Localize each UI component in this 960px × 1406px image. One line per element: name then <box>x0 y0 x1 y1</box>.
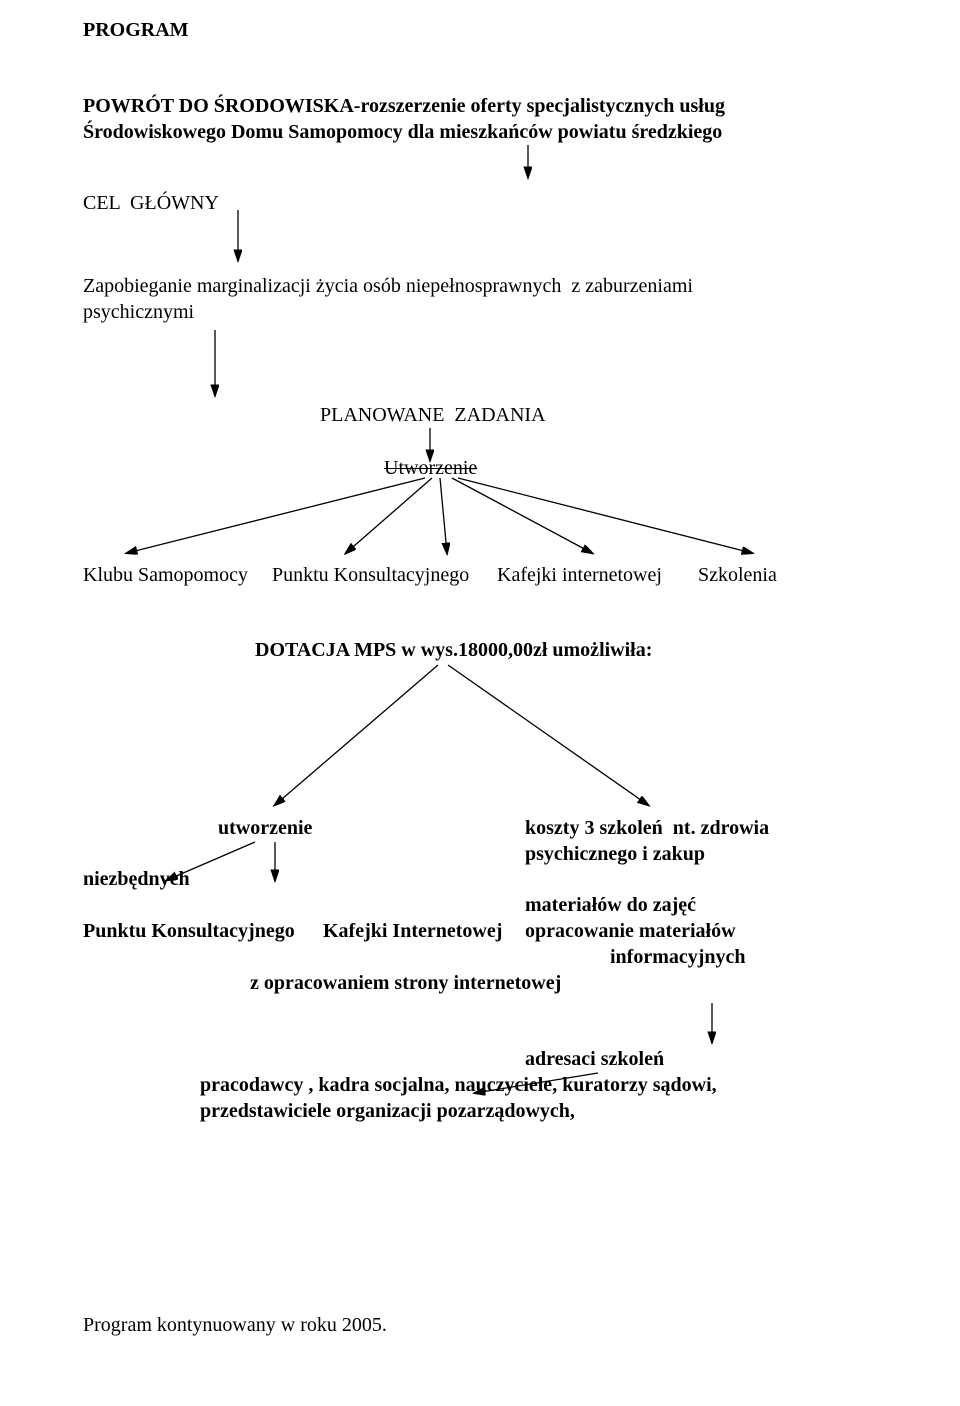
cel-glowny: CEL GŁÓWNY <box>83 190 219 216</box>
title-line-1: POWRÓT DO ŚRODOWISKA-rozszerzenie oferty… <box>83 93 725 119</box>
program-label: PROGRAM <box>83 17 189 43</box>
informacyjnych: informacyjnych <box>610 944 746 970</box>
koszty: koszty 3 szkoleń nt. zdrowia <box>525 815 769 841</box>
z-opracowaniem: z opracowaniem strony internetowej <box>250 970 561 996</box>
kafejki-internet: Kafejki Internetowej <box>323 918 502 944</box>
branch-punkt: Punktu Konsultacyjnego <box>272 562 469 588</box>
utworzenie-label: Utworzenie <box>384 455 477 481</box>
branch-kafejka: Kafejki internetowej <box>497 562 662 588</box>
psych: psychicznego i zakup <box>525 841 705 867</box>
zapobieganie-2: psychicznymi <box>83 299 194 325</box>
branch-klub: Klubu Samopomocy <box>83 562 248 588</box>
page: PROGRAM POWRÓT DO ŚRODOWISKA-rozszerzeni… <box>0 0 960 1406</box>
branch-szkolenia: Szkolenia <box>698 562 777 588</box>
planowane-zadania: PLANOWANE ZADANIA <box>320 402 546 428</box>
punktu-konsult: Punktu Konsultacyjnego <box>83 918 295 944</box>
zapobieganie-1: Zapobieganie marginalizacji życia osób n… <box>83 273 693 299</box>
title-line-2: Środowiskowego Domu Samopomocy dla miesz… <box>83 119 722 145</box>
przedstawiciele: przedstawiciele organizacji pozarządowyc… <box>200 1098 575 1124</box>
pracodawcy: pracodawcy , kadra socjalna, nauczyciele… <box>200 1072 717 1098</box>
dotacja: DOTACJA MPS w wys.18000,00zł umożliwiła: <box>255 637 652 663</box>
opracowanie: opracowanie materiałów <box>525 918 736 944</box>
utworzenie-2: utworzenie <box>218 815 312 841</box>
materialow: materiałów do zajęć <box>525 892 696 918</box>
adresaci: adresaci szkoleń <box>525 1046 664 1072</box>
program-kontynuowany: Program kontynuowany w roku 2005. <box>83 1312 387 1338</box>
niezbednych: niezbędnych <box>83 866 190 892</box>
